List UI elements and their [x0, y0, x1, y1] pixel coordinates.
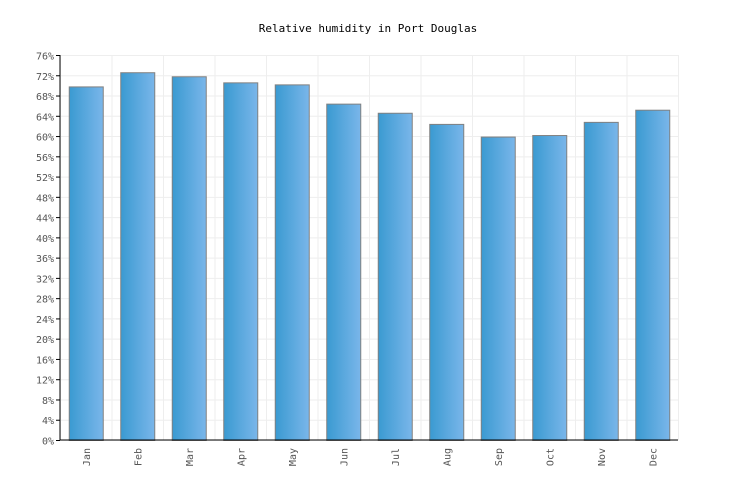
y-tick-label: 12%	[36, 376, 54, 387]
bar-may	[274, 84, 310, 441]
bar-apr	[223, 82, 259, 442]
chart-title: Relative humidity in Port Douglas	[259, 22, 478, 35]
x-tick-label: Nov	[597, 448, 608, 466]
y-tick-label: 76%	[36, 52, 54, 63]
y-tick-label: 20%	[36, 335, 54, 346]
y-tick-label: 0%	[42, 437, 54, 448]
bar-dec	[635, 109, 671, 441]
x-tick-label: Jan	[82, 448, 93, 466]
bar-mar	[171, 76, 207, 442]
bar-jul	[377, 112, 413, 441]
bar-aug	[429, 123, 465, 441]
y-tick-label: 72%	[36, 72, 54, 83]
grid	[60, 55, 679, 441]
x-tick-label: Mar	[185, 448, 196, 466]
x-tick-label: Apr	[236, 448, 247, 466]
y-tick-label: 52%	[36, 173, 54, 184]
bar-sep	[480, 136, 516, 441]
y-axis-ticks: 0% 4% 8% 12% 16% 20% 24% 28% 32% 36% 40% 44% 48% 52% 5…	[36, 52, 60, 448]
bar-jun	[326, 103, 362, 441]
y-tick-label: 68%	[36, 92, 54, 103]
y-tick-label: 32%	[36, 274, 54, 285]
x-tick-label: Oct	[545, 448, 556, 466]
x-tick-label: Jul	[391, 448, 402, 466]
y-tick-label: 36%	[36, 254, 54, 265]
y-tick-label: 8%	[42, 396, 54, 407]
x-tick-label: Aug	[442, 448, 453, 466]
y-tick-label: 48%	[36, 193, 54, 204]
x-tick-label: Feb	[133, 448, 144, 466]
y-tick-label: 40%	[36, 234, 54, 245]
y-tick-label: 16%	[36, 355, 54, 366]
x-tick-label: Dec	[648, 448, 659, 466]
x-tick-label: May	[288, 448, 299, 466]
bar-feb	[120, 72, 156, 441]
y-tick-label: 60%	[36, 133, 54, 144]
y-tick-label: 28%	[36, 295, 54, 306]
bar-nov	[583, 121, 619, 442]
y-tick-label: 64%	[36, 112, 54, 123]
x-axis-ticks: Jan Feb Mar Apr May Jun Jul Aug Sep Oct Nov Dec	[82, 448, 660, 466]
y-tick-label: 44%	[36, 214, 54, 225]
x-tick-label: Jun	[339, 448, 350, 466]
y-tick-label: 4%	[42, 416, 54, 427]
bar-oct	[532, 135, 568, 442]
y-tick-label: 56%	[36, 153, 54, 164]
bar-jan	[68, 86, 104, 441]
bars	[68, 72, 671, 442]
x-tick-label: Sep	[494, 448, 505, 466]
y-tick-label: 24%	[36, 315, 54, 326]
